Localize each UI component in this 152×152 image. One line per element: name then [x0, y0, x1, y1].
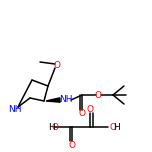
Text: O: O — [109, 123, 116, 131]
Text: O: O — [52, 123, 59, 131]
Text: NH: NH — [59, 95, 73, 105]
Text: O: O — [86, 105, 93, 114]
Text: O: O — [95, 90, 102, 100]
Text: O: O — [69, 140, 76, 150]
Polygon shape — [46, 98, 60, 102]
Text: H: H — [113, 123, 120, 131]
Text: O: O — [78, 109, 85, 119]
Text: NH: NH — [8, 105, 22, 114]
Text: O: O — [54, 62, 60, 71]
Text: H: H — [48, 123, 55, 131]
